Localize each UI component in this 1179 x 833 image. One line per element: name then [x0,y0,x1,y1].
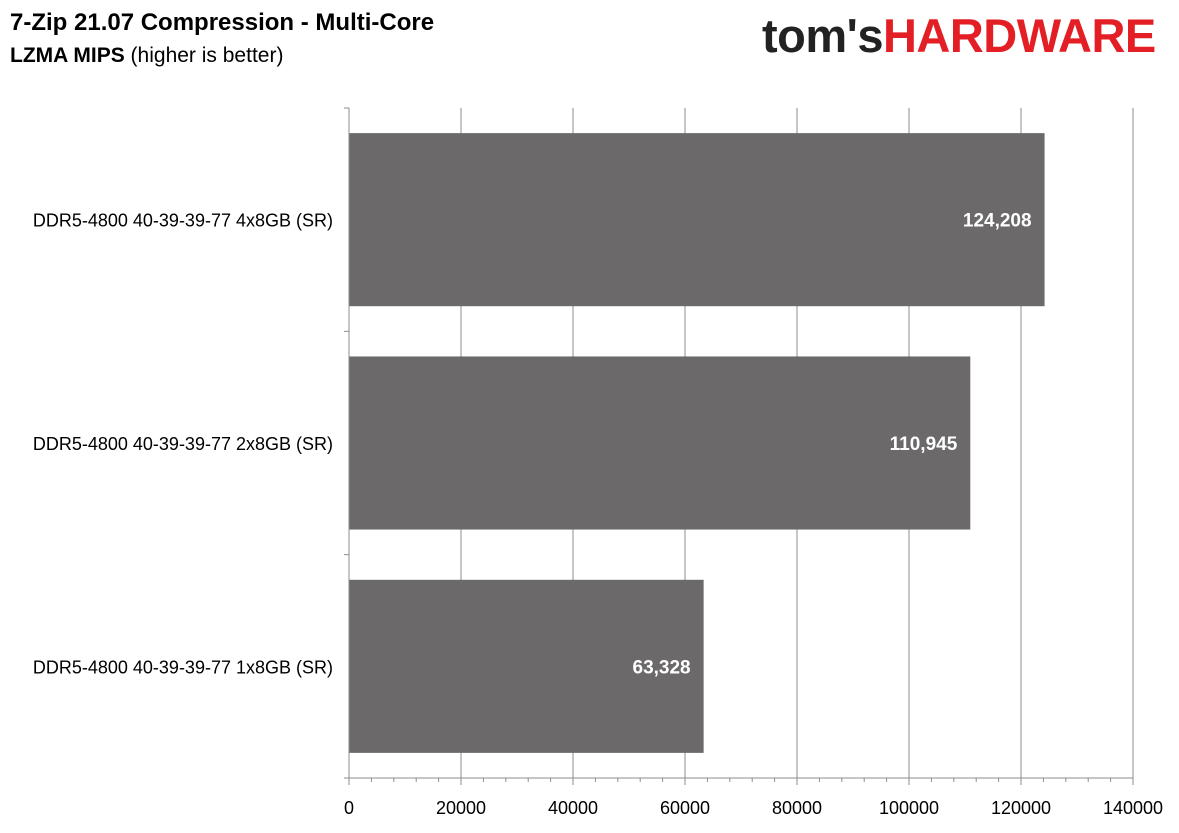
chart-title: 7-Zip 21.07 Compression - Multi-Core [10,9,435,36]
category-label: DDR5-4800 40-39-39-77 2x8GB (SR) [33,434,333,454]
x-tick-label: 120000 [991,798,1051,818]
x-tick-label: 60000 [660,798,710,818]
toms-hardware-logo: tom'sHARDWARE [762,8,1156,63]
bar-data-label: 63,328 [633,657,691,678]
labels: 124,208 DDR5-4800 40-39-39-77 4x8GB (SR) 1… [33,211,1163,818]
chart-subtitle: LZMA MIPS (higher is better) [10,44,283,68]
x-tick-label: 140000 [1103,798,1163,818]
category-label: DDR5-4800 40-39-39-77 1x8GB (SR) [33,657,333,677]
x-tick-label: 20000 [436,798,486,818]
logo-part-toms: tom's [762,9,883,62]
axes [344,107,1134,785]
x-tick-label: 100000 [879,798,939,818]
subtitle-metric: LZMA MIPS [10,44,125,67]
x-tick-label: 40000 [548,798,598,818]
logo-part-hardware: HARDWARE [882,9,1156,62]
x-tick-label: 80000 [772,798,822,818]
bars [349,133,1045,753]
subtitle-note: (higher is better) [124,44,284,67]
category-label: DDR5-4800 40-39-39-77 4x8GB (SR) [33,211,333,231]
bar-data-label: 110,945 [890,434,958,455]
x-tick-label: 0 [344,798,354,818]
bar [349,579,704,753]
bar [349,356,971,530]
bar-data-label: 124,208 [963,211,1032,232]
bar [349,133,1045,307]
